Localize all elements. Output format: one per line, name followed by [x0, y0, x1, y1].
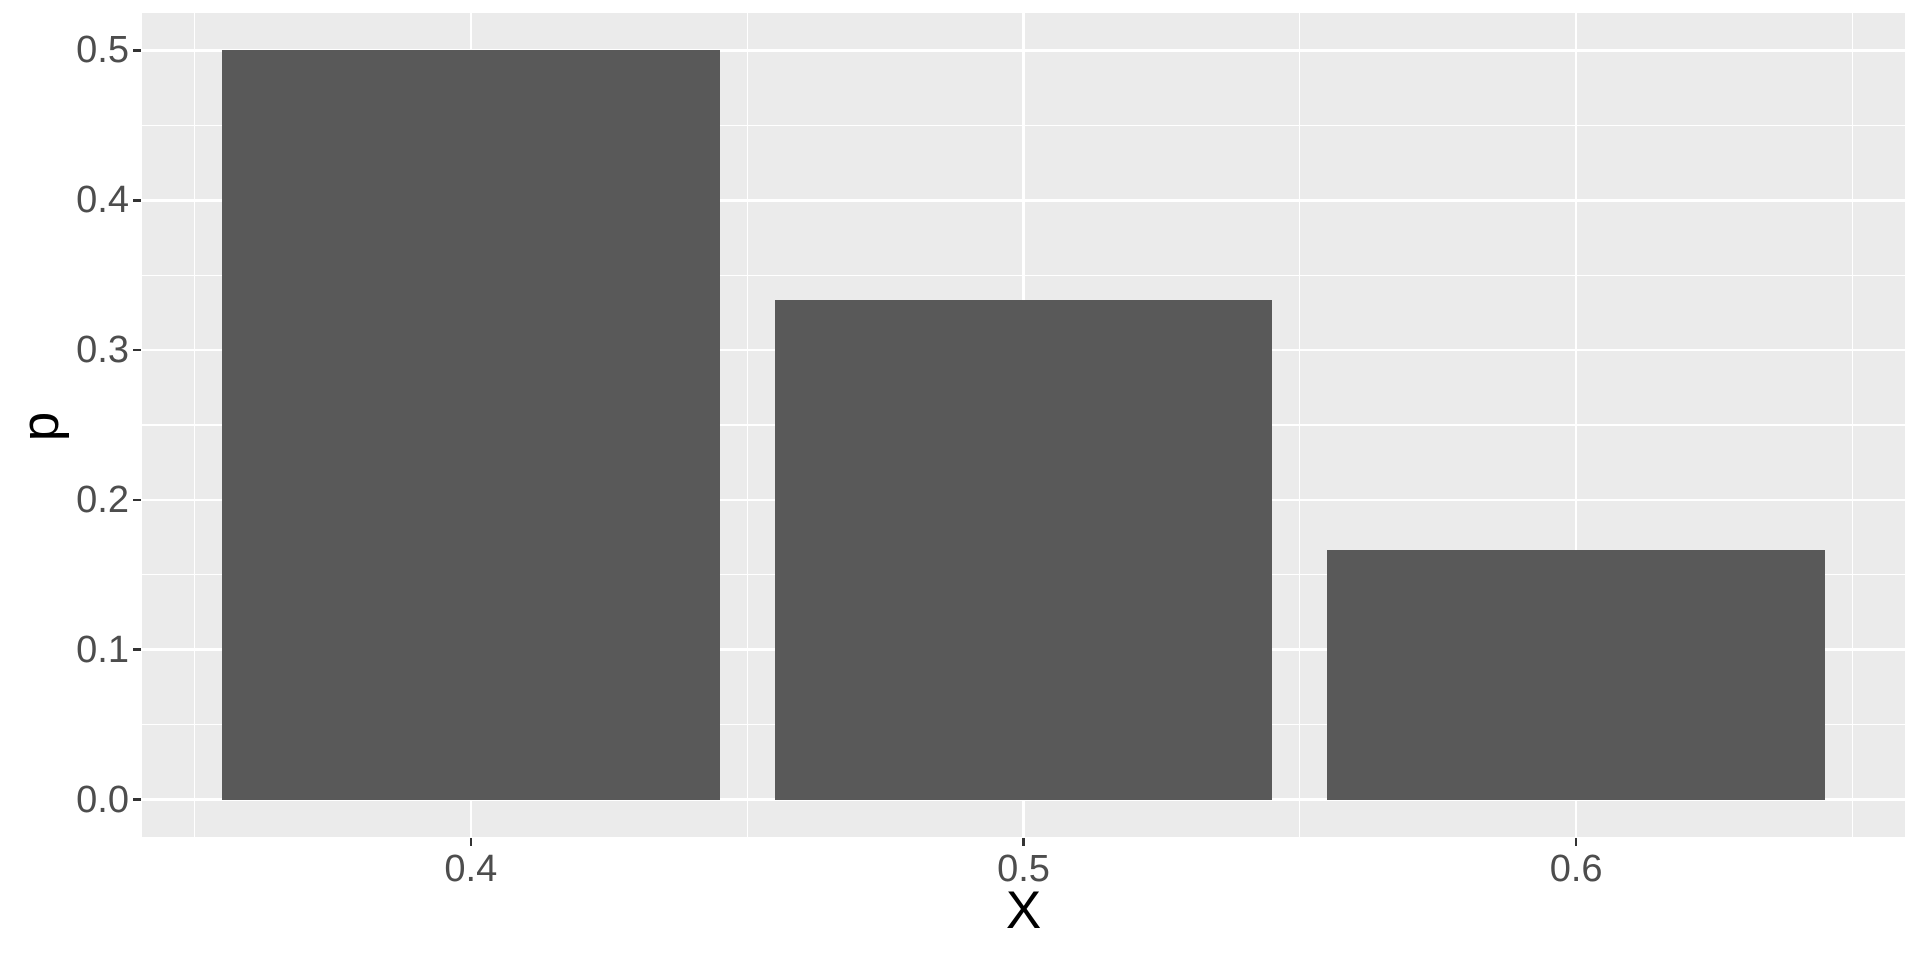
- y-tick-mark: [133, 648, 141, 651]
- x-tick-label: 0.4: [444, 848, 498, 890]
- y-tick-label: 0.5: [76, 29, 129, 72]
- y-tick-label: 0.4: [76, 179, 129, 222]
- y-tick-label: 0.1: [76, 628, 129, 671]
- y-axis-title-text: p: [11, 411, 71, 441]
- gridline-minor-x: [1299, 13, 1301, 837]
- y-tick-label: 0.2: [76, 478, 129, 521]
- y-tick-label: 0.0: [76, 778, 129, 821]
- gridline-minor-x: [746, 13, 748, 837]
- x-tick-mark: [1574, 838, 1578, 846]
- y-tick-label: 0.3: [76, 329, 129, 372]
- plot-panel: [142, 13, 1905, 837]
- y-tick-mark: [133, 498, 141, 502]
- x-axis-title: X: [142, 884, 1905, 937]
- x-tick-label: 0.5: [997, 848, 1050, 890]
- y-tick-mark: [133, 798, 141, 801]
- bar: [774, 300, 1273, 800]
- gridline-major-x: [1574, 13, 1578, 837]
- gridline-minor-x: [193, 13, 196, 837]
- x-axis-title-text: X: [1005, 881, 1042, 940]
- gridline-minor-x: [1851, 13, 1854, 837]
- y-tick-mark: [133, 199, 141, 202]
- y-axis-title: p: [10, 395, 72, 457]
- x-tick-mark: [1022, 838, 1025, 846]
- x-tick-label: 0.6: [1549, 848, 1603, 890]
- bar: [222, 50, 720, 800]
- y-tick-mark: [133, 49, 141, 52]
- bar: [1327, 549, 1825, 800]
- y-tick-mark: [133, 348, 141, 352]
- x-tick-mark: [469, 838, 473, 846]
